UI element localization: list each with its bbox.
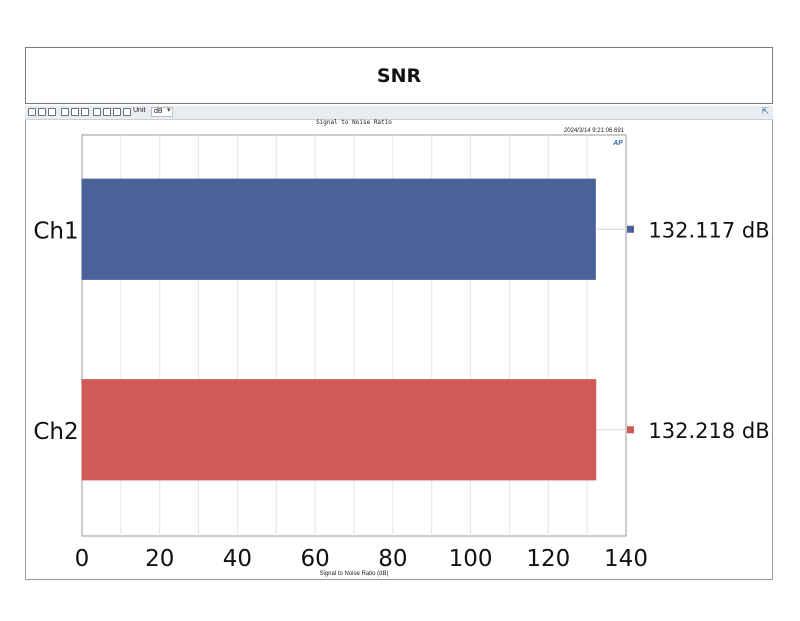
chart-title: Signal to Noise Ratio [316, 119, 392, 126]
zoom-out-icon[interactable] [38, 108, 46, 116]
x-axis-label: Signal to Noise Ratio (dB) [319, 571, 388, 577]
pan-icon[interactable] [61, 108, 69, 116]
grid-icon[interactable] [81, 108, 89, 116]
expand-icon[interactable]: ⇱ [761, 106, 769, 116]
legend-swatch [627, 426, 634, 434]
bar-ch2 [81, 379, 597, 481]
x-tick-label: 100 [449, 546, 493, 572]
category-label: Ch2 [33, 419, 78, 445]
report-title-box: SNR [25, 47, 773, 104]
value-label: 132.218 dB [648, 419, 769, 443]
x-tick-label: 140 [604, 546, 648, 572]
x-tick-label: 0 [75, 546, 90, 572]
legend-icon[interactable] [103, 108, 111, 116]
x-tick-label: 60 [301, 546, 330, 572]
cursor-icon[interactable] [71, 108, 79, 116]
category-label: Ch1 [33, 218, 78, 244]
copy-icon[interactable] [93, 108, 101, 116]
x-tick-label: 20 [145, 546, 174, 572]
chart-toolbar: Unit dB ▾ ⇱ [25, 106, 773, 120]
zoom-in-icon[interactable] [28, 108, 36, 116]
chart-panel [25, 106, 773, 580]
x-axis-ticks: 0 20 40 60 80 100 120 140 [75, 546, 648, 572]
x-tick-label: 120 [526, 546, 570, 572]
x-tick-label: 40 [223, 546, 252, 572]
bars [81, 178, 597, 481]
value-legend: 132.117 dB 132.218 dB [595, 218, 770, 443]
chart-timestamp: 2024/3/14 9:21:06.691 [564, 128, 625, 134]
chevron-down-icon[interactable]: ▾ [167, 107, 171, 114]
ap-logo-icon: AP [612, 140, 623, 147]
unit-select[interactable]: dB [151, 107, 173, 117]
legend-swatch [627, 225, 634, 233]
bar-ch1 [81, 178, 596, 280]
settings-icon[interactable] [123, 108, 131, 116]
unit-label: Unit [133, 107, 146, 114]
value-label: 132.117 dB [648, 218, 769, 242]
zoom-fit-icon[interactable] [48, 108, 56, 116]
x-tick-label: 80 [378, 546, 407, 572]
font-icon[interactable] [113, 108, 121, 116]
y-axis-categories: Ch1 Ch2 [33, 218, 78, 445]
report-title: SNR [376, 64, 422, 87]
